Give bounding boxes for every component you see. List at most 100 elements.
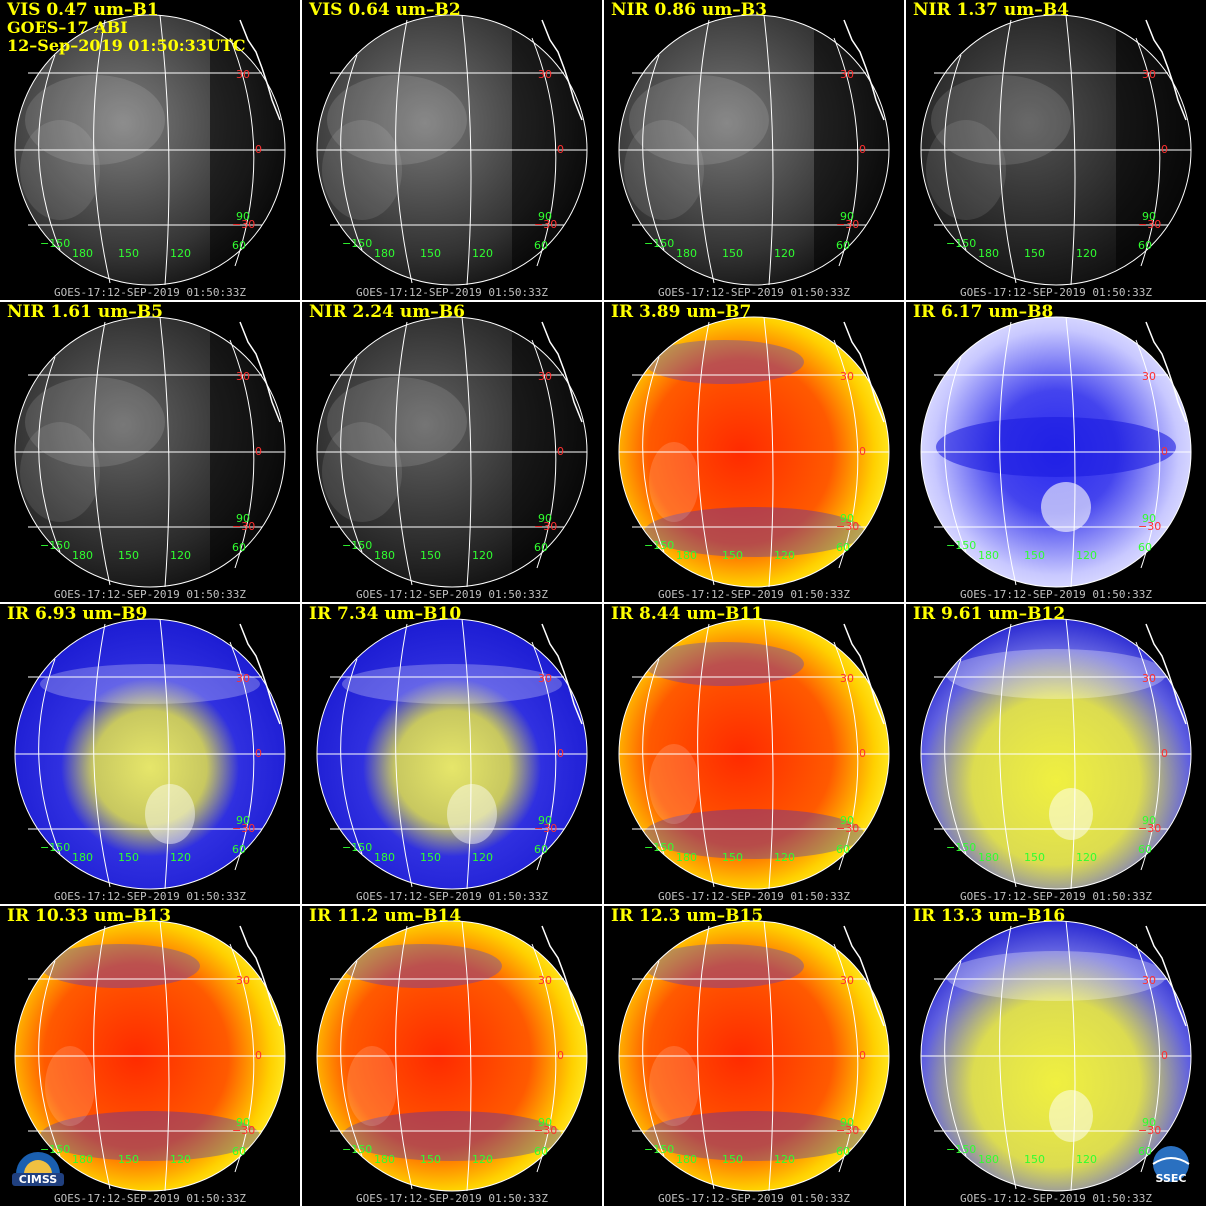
lon-label: 120 [1076,851,1097,864]
lon-label: 120 [472,851,493,864]
lat-label: −30 [534,1124,557,1137]
lat-label: −30 [836,520,859,533]
lon-label: 180 [72,1153,93,1166]
band-label: IR 10.33 um–B13 [7,906,172,926]
coastline [843,925,885,1027]
lat-label: −30 [232,822,255,835]
lat-lon-grid [618,920,890,1192]
globe-image: 30 0 −30 90 −150 180 150 120 60 [618,618,890,890]
band-label: IR 11.2 um–B14 [309,906,462,926]
lon-label: 150 [420,247,441,260]
lon-label: 180 [374,1153,395,1166]
globe-image: 30 0 −30 90 −150 180 150 120 60 [316,618,588,890]
coastline [239,623,281,725]
lat-label: −30 [836,218,859,231]
lon-label: 180 [72,549,93,562]
panel-footer: GOES-17:12-SEP-2019 01:50:33Z [53,1192,247,1205]
lon-label: 60 [232,1145,246,1158]
coastline [541,19,583,121]
lon-label: 150 [722,851,743,864]
lon-label: 60 [1138,843,1152,856]
lon-label: 120 [170,851,191,864]
lat-label: −30 [232,218,255,231]
lon-label: 120 [1076,1153,1097,1166]
lon-label: 180 [374,851,395,864]
lat-label: 30 [1142,68,1156,81]
lat-label: 30 [840,974,854,987]
lon-label: 60 [1138,1145,1152,1158]
satellite-panel: 30 0 −30 90 −150 180 150 120 60 IR 10.33… [0,906,300,1206]
lat-label: −30 [1138,520,1161,533]
band-label: NIR 1.61 um–B5 [7,302,163,322]
lon-label: 120 [1076,549,1097,562]
lon-label: −150 [342,841,372,854]
lon-label: 120 [1076,247,1097,260]
lon-label: 150 [420,851,441,864]
lat-label: 0 [557,747,564,760]
lon-label: 120 [170,247,191,260]
lat-label: −30 [232,520,255,533]
lat-label: 0 [255,747,262,760]
band-label: IR 6.93 um–B9 [7,604,148,624]
globe-image: 30 0 −30 90 −150 180 150 120 60 [14,316,286,588]
band-label: IR 13.3 um–B16 [913,906,1066,926]
satellite-panel: 30 0 −30 90 −150 180 150 120 60 IR 6.93 … [0,604,300,904]
globe-image: 30 0 −30 90 −150 180 150 120 60 [316,920,588,1192]
lat-label: 0 [859,445,866,458]
band-label: IR 9.61 um–B12 [913,604,1066,624]
lon-label: 120 [170,1153,191,1166]
lon-label: 60 [232,239,246,252]
panel-footer: GOES-17:12-SEP-2019 01:50:33Z [959,1192,1153,1205]
lon-label: 150 [722,1153,743,1166]
lat-label: −30 [534,520,557,533]
lon-label: −150 [40,237,70,250]
band-label: VIS 0.64 um–B2 [309,0,461,20]
lon-label: 60 [534,843,548,856]
lon-label: 120 [774,247,795,260]
svg-text:CIMSS: CIMSS [19,1173,58,1186]
satellite-panel: 30 0 −30 90 −150 180 150 120 60 NIR 2.24… [302,302,602,602]
lon-label: 90 [840,512,854,525]
satellite-panel: 30 0 −30 90 −150 180 150 120 60 IR 6.17 … [906,302,1206,602]
globe-image: 30 0 −30 90 −150 180 150 120 60 [316,14,588,286]
lat-label: 0 [557,143,564,156]
coastline [1145,19,1187,121]
band-label: NIR 2.24 um–B6 [309,302,465,322]
lon-label: 90 [538,1116,552,1129]
coastline [541,925,583,1027]
globe-image: 30 0 −30 90 −150 180 150 120 60 [14,920,286,1192]
lat-lon-grid [14,316,286,588]
lon-label: 60 [836,541,850,554]
lat-label: 30 [1142,370,1156,383]
lon-label: −150 [342,539,372,552]
lon-label: 90 [538,210,552,223]
lon-label: −150 [40,539,70,552]
lon-label: 150 [118,247,139,260]
lon-label: 90 [538,814,552,827]
satellite-panel: 30 0 −30 90 −150 180 150 120 60 NIR 1.37… [906,0,1206,300]
lon-label: 180 [676,851,697,864]
coastline [1145,321,1187,423]
lon-label: 120 [472,247,493,260]
satellite-panel: 30 0 −30 90 −150 180 150 120 60 IR 11.2 … [302,906,602,1206]
lon-label: 90 [538,512,552,525]
panel-footer: GOES-17:12-SEP-2019 01:50:33Z [53,890,247,903]
lon-label: 150 [118,1153,139,1166]
lon-label: 180 [374,549,395,562]
lat-label: −30 [1138,822,1161,835]
globe-image: 30 0 −30 90 −150 180 150 120 60 [618,14,890,286]
lon-label: 180 [978,851,999,864]
lat-lon-grid [920,920,1192,1192]
lat-label: 30 [840,68,854,81]
lat-label: 30 [236,370,250,383]
lat-label: 30 [840,672,854,685]
lon-label: 60 [836,239,850,252]
lat-label: −30 [534,822,557,835]
panel-footer: GOES-17:12-SEP-2019 01:50:33Z [657,1192,851,1205]
coastline [541,623,583,725]
lat-label: 0 [859,747,866,760]
lat-lon-grid [920,618,1192,890]
satellite-panel: 30 0 −30 90 −150 180 150 120 60 IR 7.34 … [302,604,602,904]
lon-label: 180 [676,1153,697,1166]
